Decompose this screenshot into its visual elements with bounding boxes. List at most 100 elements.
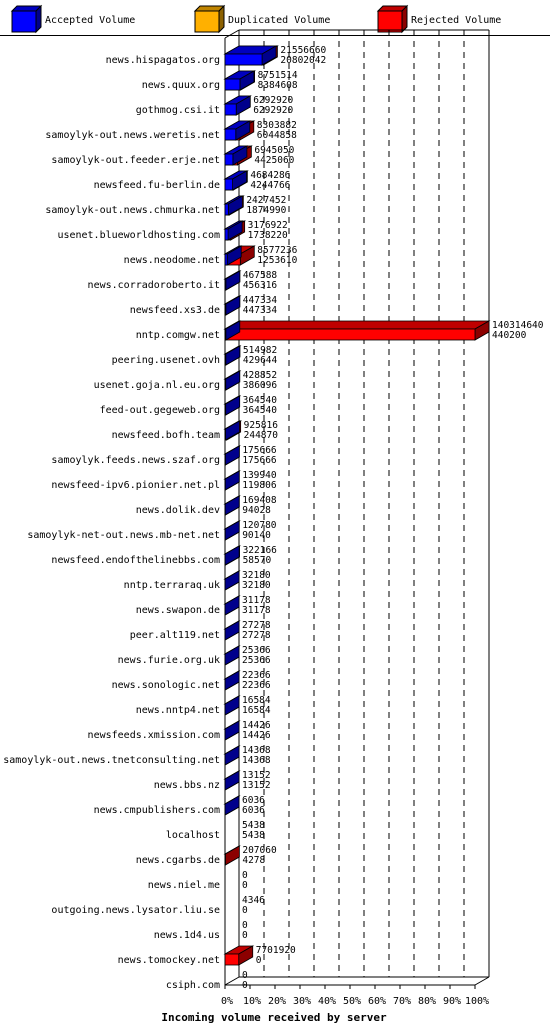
data-label-accepted: 6292920: [253, 105, 293, 116]
data-label-accepted: 94028: [242, 505, 271, 516]
data-label-total: 6036: [242, 795, 265, 806]
data-label-accepted: 0: [242, 930, 248, 941]
category-label: news.cgarbs.de: [136, 855, 220, 866]
data-label-total: 175666: [242, 445, 277, 456]
data-label-accepted: 25366: [242, 655, 271, 666]
data-label-accepted: 22366: [242, 680, 271, 691]
data-label-accepted: 31178: [242, 605, 271, 616]
category-label: peering.usenet.ovh: [112, 355, 220, 366]
category-label: feed-out.gegeweb.org: [100, 405, 220, 416]
category-label: newsfeeds.xmission.com: [88, 730, 220, 741]
data-label-accepted: 6036: [242, 805, 265, 816]
data-label-total: 5438: [242, 820, 265, 831]
category-label: nntp.comgw.net: [136, 330, 220, 341]
data-label-total: 14426: [242, 720, 271, 731]
data-label-accepted: 0: [242, 980, 248, 991]
bar-accepted: [224, 128, 237, 141]
tick-label: 20%: [268, 996, 286, 1007]
data-label-total: 2427452: [246, 195, 286, 206]
data-label-total: 6292920: [253, 95, 293, 106]
data-label-total: 447334: [243, 295, 278, 306]
data-label-total: 0: [242, 920, 248, 931]
legend-swatch: [194, 10, 220, 33]
bar-rejected: [224, 953, 240, 966]
bar-accepted: [224, 353, 227, 366]
bar-accepted: [224, 278, 227, 291]
bar-accepted: [224, 403, 227, 416]
category-label: news.cmpublishers.com: [94, 805, 220, 816]
data-label-total: 140314640: [492, 320, 544, 331]
data-label-total: 467588: [243, 270, 278, 281]
data-label-total: 6945050: [254, 145, 294, 156]
category-label: news.hispagatos.org: [106, 55, 220, 66]
tick-label: 60%: [368, 996, 386, 1007]
data-label-total: 32180: [242, 570, 271, 581]
legend-swatch-side: [218, 4, 225, 34]
category-label: newsfeed.bofh.team: [112, 430, 220, 441]
data-label-accepted: 27278: [242, 630, 271, 641]
legend-label: Duplicated Volume: [228, 15, 330, 26]
category-label: gothmog.csi.it: [136, 105, 220, 116]
data-label-accepted: 0: [256, 955, 262, 966]
data-label-accepted: 20802042: [280, 55, 326, 66]
data-label-total: 21556660: [280, 45, 326, 56]
data-label-total: 31178: [242, 595, 271, 606]
tick-label: 70%: [393, 996, 411, 1007]
data-label-total: 169408: [242, 495, 277, 506]
category-label: outgoing.news.lysator.liu.se: [51, 905, 220, 916]
data-label-accepted: 5438: [242, 830, 265, 841]
category-label: news.bbs.nz: [154, 780, 220, 791]
category-label: samoylyk-out.news.chmurka.net: [45, 205, 220, 216]
bar-accepted: [224, 328, 227, 341]
bar-accepted: [224, 53, 263, 66]
category-label: news.furie.org.uk: [118, 655, 220, 666]
category-label: csiph.com: [166, 980, 220, 991]
bar-accepted: [224, 303, 227, 316]
category-label: localhost: [166, 830, 220, 841]
tick-label: 90%: [443, 996, 461, 1007]
bar-accepted: [224, 103, 237, 116]
category-label: news.nntp4.net: [136, 705, 220, 716]
data-label-accepted: 0: [242, 880, 248, 891]
category-label: usenet.blueworldhosting.com: [57, 230, 220, 241]
data-label-total: 322166: [243, 545, 278, 556]
data-label-accepted: 386096: [243, 380, 278, 391]
data-label-accepted: 8384608: [258, 80, 298, 91]
bar-accepted: [224, 178, 233, 191]
category-label: samoylyk-net-out.news.mb-net.net: [27, 530, 220, 541]
category-label: news.sonologic.net: [112, 680, 220, 691]
data-label-accepted: 4278: [242, 855, 265, 866]
data-label-accepted: 1738220: [248, 230, 288, 241]
data-label-total: 25366: [242, 645, 271, 656]
tick-label: 100%: [465, 996, 489, 1007]
data-label-accepted: 0: [242, 905, 248, 916]
data-label-total: 0: [242, 870, 248, 881]
category-label: newsfeed.xs3.de: [130, 305, 220, 316]
bar-accepted: [224, 228, 229, 241]
category-label: newsfeed.fu-berlin.de: [94, 180, 220, 191]
category-label: news.tomockey.net: [118, 955, 220, 966]
data-label-total: 428852: [243, 370, 277, 381]
bars: [223, 45, 491, 966]
category-label: news.dolik.dev: [136, 505, 220, 516]
data-label-accepted: 4425060: [254, 155, 294, 166]
category-label: samoylyk-out.news.tnetconsulting.net: [3, 755, 220, 766]
data-label-accepted: 440200: [492, 330, 527, 341]
data-label-total: 8751514: [258, 70, 298, 81]
data-label-accepted: 364540: [243, 405, 278, 416]
category-label: news.swapon.de: [136, 605, 220, 616]
tick-label: 40%: [318, 996, 336, 1007]
tick-label: 30%: [293, 996, 311, 1007]
data-label-total: 4684286: [250, 170, 290, 181]
category-label: news.quux.org: [142, 80, 220, 91]
data-label-total: 27278: [242, 620, 271, 631]
bar-accepted: [224, 78, 241, 91]
legend: Accepted Volume Duplicated Volume Rejected…: [0, 4, 550, 36]
category-label: samoylyk-out.feeder.erje.net: [51, 155, 220, 166]
bar-rejected: [224, 328, 476, 341]
tick-label: 80%: [418, 996, 436, 1007]
data-label-accepted: 14368: [242, 755, 271, 766]
data-label-accepted: 1253610: [257, 255, 297, 266]
